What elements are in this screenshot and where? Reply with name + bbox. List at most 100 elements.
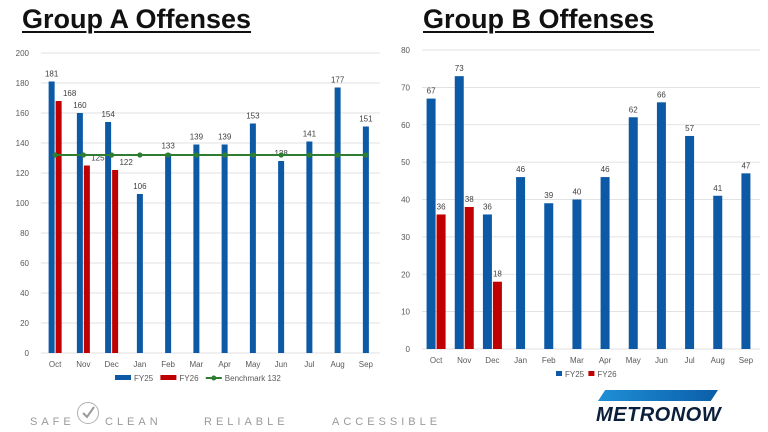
bar-fy25 bbox=[656, 102, 666, 349]
benchmark-marker bbox=[335, 152, 341, 158]
y-tick-label: 20 bbox=[401, 270, 410, 279]
bar-fy25 bbox=[713, 195, 723, 349]
bar-fy26 bbox=[492, 281, 502, 349]
data-label-fy25: 160 bbox=[73, 101, 87, 110]
data-label-fy25: 62 bbox=[629, 105, 638, 114]
bar-fy25 bbox=[628, 117, 638, 350]
bar-fy25 bbox=[516, 177, 526, 349]
footer-tag-clean: CLEAN bbox=[105, 416, 162, 428]
benchmark-marker bbox=[193, 152, 199, 158]
group-b-title: Group B Offenses bbox=[423, 4, 655, 34]
y-tick-label: 160 bbox=[16, 109, 30, 118]
y-tick-label: 40 bbox=[20, 289, 29, 298]
x-tick-label: Apr bbox=[599, 356, 612, 365]
data-label-fy25: 47 bbox=[741, 161, 750, 170]
y-tick-label: 0 bbox=[25, 349, 30, 358]
bar-fy25 bbox=[193, 144, 200, 353]
footer-tag-accessible: ACCESSIBLE bbox=[332, 416, 442, 428]
benchmark-marker bbox=[306, 152, 312, 158]
x-tick-label: Sep bbox=[359, 360, 374, 369]
data-label-fy25: 41 bbox=[713, 184, 722, 193]
data-label-fy26: 122 bbox=[119, 158, 133, 167]
bar-fy25 bbox=[105, 122, 112, 353]
bar-fy25 bbox=[221, 144, 228, 353]
bar-fy25 bbox=[249, 123, 256, 353]
x-tick-label: Jan bbox=[133, 360, 146, 369]
bar-fy25 bbox=[165, 153, 172, 353]
y-tick-label: 60 bbox=[20, 259, 29, 268]
bar-fy25 bbox=[572, 199, 582, 349]
x-tick-label: Jun bbox=[655, 356, 668, 365]
data-label-fy25: 133 bbox=[161, 142, 175, 151]
data-label-fy25: 73 bbox=[455, 64, 464, 73]
y-tick-label: 180 bbox=[16, 79, 30, 88]
data-label-fy25: 181 bbox=[45, 70, 59, 79]
footer-tag-safe: SAFE bbox=[30, 416, 75, 428]
footer-tag-reliable: RELIABLE bbox=[204, 416, 289, 428]
legend-label: FY26 bbox=[179, 374, 199, 383]
x-tick-label: Sep bbox=[739, 356, 754, 365]
bar-fy25 bbox=[306, 141, 313, 353]
bar-fy25 bbox=[334, 87, 341, 353]
x-tick-label: Jul bbox=[684, 356, 694, 365]
x-tick-label: Jan bbox=[514, 356, 527, 365]
x-tick-label: Dec bbox=[485, 356, 499, 365]
data-label-fy25: 154 bbox=[101, 110, 115, 119]
data-label-fy25: 139 bbox=[190, 133, 204, 142]
y-tick-label: 140 bbox=[16, 139, 30, 148]
data-label-fy25: 36 bbox=[483, 202, 492, 211]
data-label-fy26: 38 bbox=[465, 195, 474, 204]
x-tick-label: Jun bbox=[275, 360, 288, 369]
bar-fy25 bbox=[482, 214, 492, 349]
bar-fy25 bbox=[544, 203, 554, 349]
data-label-fy25: 141 bbox=[303, 130, 317, 139]
legend-swatch-fy26 bbox=[160, 375, 177, 380]
y-tick-label: 0 bbox=[406, 345, 411, 354]
y-tick-label: 20 bbox=[20, 319, 29, 328]
y-tick-label: 70 bbox=[401, 83, 410, 92]
data-label-fy25: 39 bbox=[544, 191, 553, 200]
bar-fy25 bbox=[426, 98, 436, 350]
data-label-fy26: 125 bbox=[91, 154, 105, 163]
x-tick-label: Nov bbox=[76, 360, 90, 369]
bar-fy25 bbox=[454, 76, 464, 349]
benchmark-marker bbox=[250, 152, 256, 158]
bar-fy26 bbox=[55, 101, 62, 353]
data-label-fy25: 66 bbox=[657, 90, 666, 99]
y-tick-label: 40 bbox=[401, 196, 410, 205]
x-tick-label: May bbox=[245, 360, 260, 369]
legend-label: FY26 bbox=[597, 370, 617, 379]
bar-fy25 bbox=[600, 177, 610, 349]
benchmark-marker bbox=[278, 152, 284, 158]
data-label-fy25: 151 bbox=[359, 115, 373, 124]
group-a-title: Group A Offenses bbox=[22, 4, 252, 34]
group-b-chart: 0 10 20 30 40 50 60 70 80 Oct 67 36 Nov 73 38 Dec 36 18 Ja… bbox=[401, 46, 760, 379]
bar-fy25 bbox=[278, 161, 285, 353]
benchmark-marker bbox=[137, 152, 143, 158]
x-tick-label: Aug bbox=[331, 360, 345, 369]
legend-swatch-fy26 bbox=[588, 371, 595, 376]
legend-swatch-fy25 bbox=[115, 375, 131, 380]
checkmark-icon bbox=[77, 402, 99, 424]
data-label-fy26: 36 bbox=[437, 202, 446, 211]
legend-label: FY25 bbox=[134, 374, 154, 383]
benchmark-marker bbox=[109, 152, 115, 158]
data-label-fy25: 106 bbox=[133, 182, 147, 191]
bar-fy25 bbox=[741, 173, 751, 349]
benchmark-marker bbox=[222, 152, 228, 158]
x-tick-label: Oct bbox=[49, 360, 62, 369]
data-label-fy25: 153 bbox=[246, 112, 260, 121]
x-tick-label: May bbox=[626, 356, 641, 365]
bar-fy26 bbox=[436, 214, 446, 349]
bar-fy26 bbox=[83, 165, 90, 353]
x-tick-label: Mar bbox=[570, 356, 584, 365]
y-tick-label: 60 bbox=[401, 121, 410, 130]
bar-fy26 bbox=[112, 170, 119, 353]
bar-fy25 bbox=[76, 113, 83, 353]
y-tick-label: 80 bbox=[401, 46, 410, 55]
y-tick-label: 120 bbox=[16, 169, 30, 178]
x-tick-label: Feb bbox=[542, 356, 556, 365]
bar-fy25 bbox=[362, 126, 369, 353]
x-tick-label: Apr bbox=[218, 360, 231, 369]
y-tick-label: 10 bbox=[401, 308, 410, 317]
